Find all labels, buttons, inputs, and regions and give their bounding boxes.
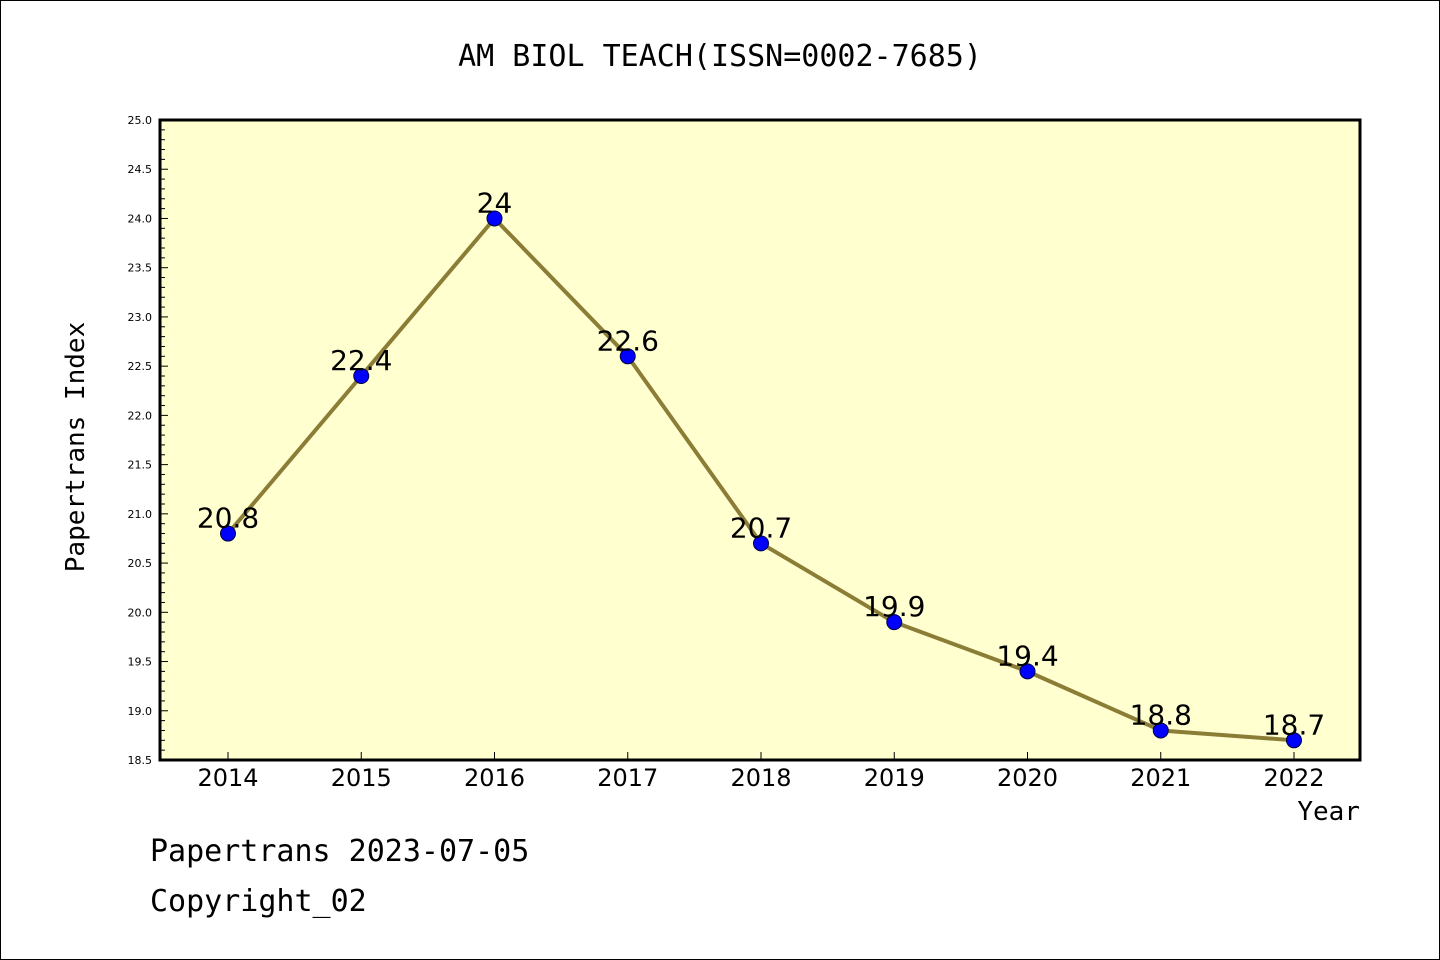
data-label: 19.9 [863, 590, 925, 623]
data-label: 24 [477, 186, 513, 219]
x-axis-label: Year [1297, 797, 1360, 827]
x-axis-ticks: 2014 2015 2016 2017 2018 2019 2020 2021 2022 [197, 752, 1325, 792]
plot-area [158, 118, 1362, 762]
y-tick-label: 23.5 [128, 262, 153, 275]
data-label: 22.6 [597, 324, 659, 357]
y-tick-label: 25.0 [128, 114, 153, 127]
footer-date: Papertrans 2023-07-05 [150, 834, 530, 869]
x-tick-label: 2018 [730, 764, 791, 792]
data-point [1286, 732, 1302, 749]
data-point [220, 525, 236, 542]
data-label: 18.7 [1263, 708, 1325, 741]
x-tick-label: 2017 [597, 764, 658, 792]
y-axis-label: Papertrans Index [61, 322, 91, 572]
footer-copyright: Copyright_02 [150, 884, 367, 919]
data-label: 18.8 [1130, 698, 1192, 731]
x-tick-label: 2020 [997, 764, 1058, 792]
x-tick-label: 2016 [464, 764, 525, 792]
series-group: 20.8 22.4 24 22.6 20.7 19.9 19.4 18.8 18.7 [197, 186, 1325, 749]
chart-title: AM BIOL TEACH(ISSN=0002-7685) [458, 39, 982, 74]
data-label: 22.4 [330, 344, 392, 377]
y-tick-label: 22.5 [128, 360, 153, 373]
data-point [753, 535, 769, 552]
data-label: 20.8 [197, 502, 259, 535]
data-point [1152, 722, 1169, 739]
data-point [1019, 663, 1036, 680]
y-tick-label: 18.5 [128, 754, 153, 767]
data-point [619, 348, 636, 365]
x-tick-label: 2014 [197, 764, 258, 792]
x-tick-label: 2015 [331, 764, 392, 792]
y-tick-label: 21.0 [128, 508, 153, 521]
y-tick-label: 19.5 [128, 656, 153, 669]
y-tick-label: 23.0 [128, 311, 153, 324]
x-tick-label: 2022 [1263, 764, 1324, 792]
data-label: 20.7 [730, 511, 792, 544]
y-tick-label: 20.0 [128, 606, 153, 619]
y-tick-label: 24.0 [128, 212, 153, 225]
y-tick-label: 24.5 [128, 163, 153, 176]
data-point [353, 368, 370, 384]
data-label: 19.4 [996, 639, 1058, 672]
x-tick-label: 2021 [1130, 764, 1191, 792]
x-tick-label: 2019 [864, 764, 925, 792]
y-tick-label: 20.5 [128, 557, 153, 570]
y-tick-label: 19.0 [128, 705, 153, 718]
y-axis-ticks: 18.5 19.0 19.5 20.0 20.5 21.0 21.5 22.0 22.5 23.0… [128, 114, 168, 767]
data-point [486, 210, 503, 227]
data-point [886, 614, 903, 631]
y-tick-label: 22.0 [128, 409, 153, 422]
y-tick-label: 21.5 [128, 459, 153, 472]
